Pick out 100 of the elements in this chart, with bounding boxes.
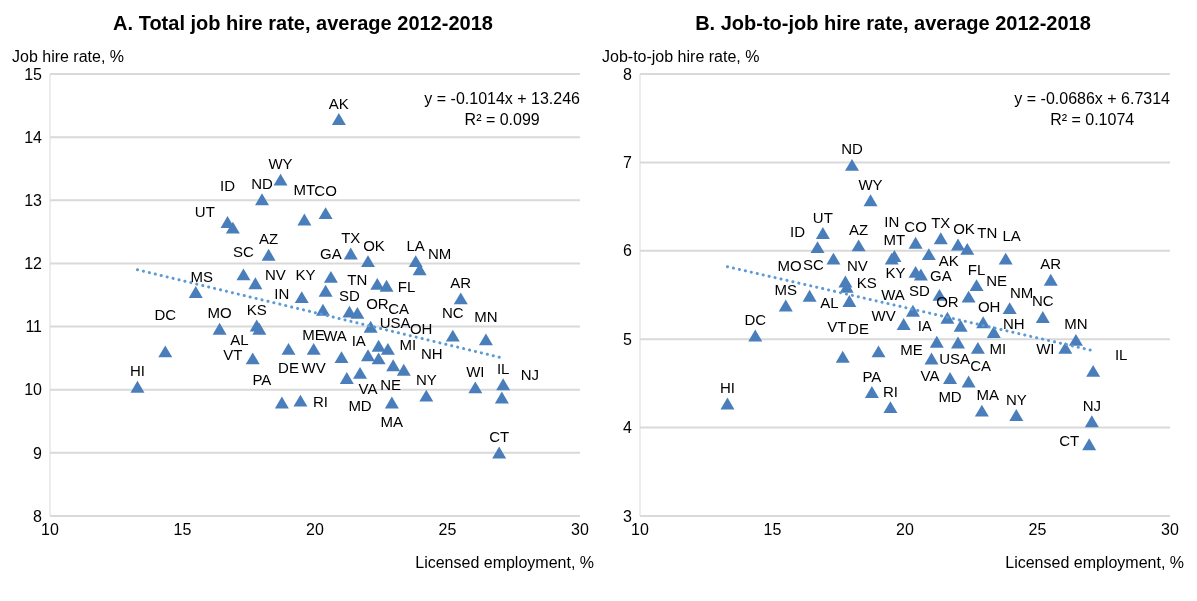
data-label: TN: [347, 271, 368, 289]
data-label: MA: [380, 413, 404, 431]
x-tick-label: 30: [571, 521, 589, 539]
data-label: LA: [1002, 227, 1021, 245]
y-axis-title: Job hire rate, %: [12, 48, 125, 66]
data-label: MI: [399, 336, 417, 354]
point: [245, 352, 260, 365]
data-label: AK: [328, 94, 349, 112]
y-tick-label: 13: [24, 191, 43, 209]
data-label: MN: [474, 307, 498, 325]
data-label: MT: [883, 231, 906, 249]
point: [370, 277, 385, 290]
data-label: CA: [970, 357, 992, 375]
chart-title: B. Job-to-job hire rate, average 2012-2018: [694, 12, 1092, 36]
data-label: WY: [858, 175, 883, 193]
point: [353, 366, 368, 379]
data-label: MD: [938, 388, 962, 406]
data-label: CT: [1059, 431, 1080, 449]
data-label: LA: [406, 236, 425, 254]
data-label: AK: [938, 251, 959, 269]
data-label: WV: [301, 359, 326, 377]
data-label: OK: [953, 220, 975, 237]
annotation: R² = 0.1074: [1049, 110, 1136, 130]
point: [386, 359, 401, 372]
point: [883, 401, 898, 414]
data-label: PA: [252, 371, 272, 389]
data-label: DC: [744, 311, 767, 329]
point: [293, 394, 308, 407]
data-label: FL: [967, 260, 986, 278]
point: [1084, 415, 1099, 428]
point: [361, 349, 375, 362]
point: [468, 381, 483, 394]
point: [1002, 302, 1017, 315]
point: [851, 239, 866, 252]
data-label: MT: [293, 180, 316, 198]
point: [815, 227, 830, 239]
point: [960, 242, 975, 255]
data-label: MN: [1064, 315, 1088, 333]
data-label: WY: [268, 155, 293, 173]
point: [1068, 333, 1083, 346]
data-label: WI: [466, 362, 485, 380]
data-label: OH: [977, 297, 1001, 315]
data-label: ND: [251, 174, 273, 192]
y-tick-label: 10: [24, 381, 43, 399]
x-axis-title: Licensed employment, %: [415, 554, 594, 572]
data-label: OR: [366, 295, 389, 313]
data-label: ID: [790, 222, 806, 240]
data-label: NY: [415, 371, 437, 389]
data-label: HI: [719, 379, 735, 397]
data-label: TX: [341, 229, 361, 247]
data-label: IA: [351, 332, 366, 350]
point: [261, 248, 276, 261]
data-label: NH: [420, 345, 443, 363]
point: [933, 232, 948, 245]
data-label: FL: [397, 278, 416, 296]
point: [1035, 310, 1050, 323]
data-label: KY: [295, 266, 316, 284]
data-label: NC: [441, 304, 464, 322]
point: [453, 292, 468, 305]
point: [361, 255, 375, 268]
point: [924, 352, 939, 365]
chart-title: A. Total job hire rate, average 2012-2018: [112, 12, 494, 36]
data-label: OR: [936, 293, 959, 311]
point: [940, 311, 955, 324]
data-label: CT: [489, 427, 510, 445]
data-label: HI: [129, 362, 145, 380]
point: [748, 329, 763, 342]
data-label: MS: [190, 267, 213, 285]
data-label: AZ: [849, 220, 869, 238]
point: [339, 371, 354, 384]
point: [864, 386, 879, 399]
point: [1086, 364, 1101, 377]
data-label: IA: [917, 317, 932, 335]
point: [236, 268, 251, 281]
point: [970, 341, 985, 354]
data-label: WA: [881, 286, 905, 304]
data-label: GA: [320, 245, 342, 263]
point: [384, 396, 399, 409]
data-label: ME: [302, 325, 325, 343]
data-label: NE: [380, 375, 402, 393]
point: [225, 221, 240, 234]
data-label: MD: [348, 397, 372, 415]
point: [396, 363, 411, 376]
point: [294, 291, 309, 304]
point: [943, 371, 958, 384]
y-tick-label: 8: [623, 65, 633, 83]
data-label: GA: [930, 267, 952, 285]
point: [802, 289, 817, 302]
y-tick-label: 15: [24, 65, 43, 83]
data-label: TN: [977, 224, 998, 242]
point: [318, 207, 333, 220]
data-label: OK: [363, 236, 385, 254]
point: [896, 318, 911, 330]
point: [961, 290, 976, 303]
data-label: NH: [1002, 314, 1025, 332]
point: [863, 194, 878, 207]
point: [961, 375, 976, 388]
data-label: MI: [989, 340, 1007, 358]
x-tick-label: 25: [438, 521, 457, 539]
point: [826, 252, 841, 265]
